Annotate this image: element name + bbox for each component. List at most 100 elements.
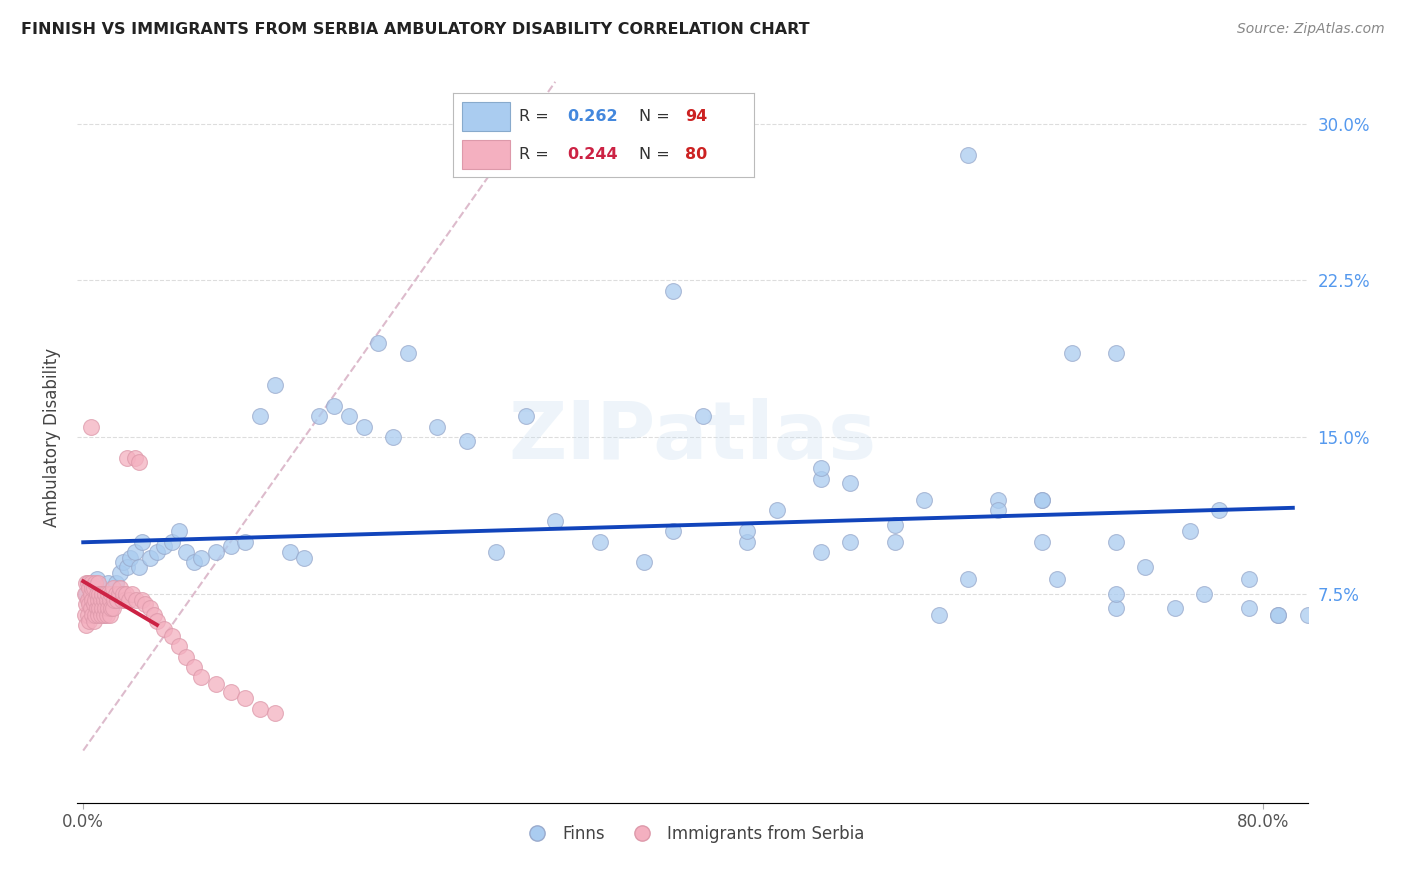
Point bbox=[219, 539, 242, 553]
Point bbox=[76, 576, 98, 591]
Point bbox=[138, 601, 160, 615]
Point bbox=[96, 587, 118, 601]
Point bbox=[205, 545, 228, 559]
Point bbox=[235, 691, 257, 706]
Point bbox=[76, 576, 98, 591]
Point bbox=[101, 601, 124, 615]
Point bbox=[1237, 572, 1260, 586]
Point bbox=[957, 572, 980, 586]
Point bbox=[235, 534, 257, 549]
Point bbox=[96, 593, 118, 607]
Point bbox=[87, 593, 110, 607]
Point bbox=[426, 419, 449, 434]
Point bbox=[134, 597, 156, 611]
Point bbox=[115, 587, 138, 601]
Point bbox=[124, 545, 146, 559]
Point bbox=[98, 607, 121, 622]
Point bbox=[160, 629, 183, 643]
Point bbox=[957, 148, 980, 162]
Point bbox=[84, 607, 107, 622]
Point bbox=[1135, 559, 1157, 574]
Point bbox=[515, 409, 537, 424]
Point bbox=[205, 676, 228, 690]
Point bbox=[190, 670, 212, 684]
Point bbox=[167, 524, 190, 538]
Point bbox=[86, 572, 108, 586]
Point bbox=[90, 593, 112, 607]
Point bbox=[1031, 534, 1053, 549]
Point bbox=[396, 346, 419, 360]
Point bbox=[1194, 587, 1216, 601]
Point bbox=[662, 284, 685, 298]
Point bbox=[1046, 572, 1069, 586]
Point bbox=[84, 597, 107, 611]
Point bbox=[91, 587, 114, 601]
Point bbox=[1031, 492, 1053, 507]
Point bbox=[75, 576, 97, 591]
Point bbox=[153, 623, 176, 637]
Point bbox=[80, 607, 103, 622]
Point bbox=[79, 601, 101, 615]
Point bbox=[97, 601, 120, 615]
Point bbox=[103, 593, 125, 607]
Point bbox=[91, 601, 114, 615]
Point bbox=[76, 607, 98, 622]
Point bbox=[839, 476, 862, 491]
Point bbox=[117, 450, 139, 465]
Point bbox=[143, 607, 166, 622]
Point bbox=[160, 534, 183, 549]
Point bbox=[810, 461, 832, 475]
Point bbox=[112, 587, 135, 601]
Point bbox=[456, 434, 478, 449]
Point bbox=[544, 514, 567, 528]
Legend: Finns, Immigrants from Serbia: Finns, Immigrants from Serbia bbox=[515, 818, 870, 849]
Point bbox=[146, 614, 169, 628]
Point bbox=[1105, 346, 1128, 360]
Point bbox=[112, 556, 135, 570]
Point bbox=[1267, 607, 1289, 622]
Point bbox=[131, 534, 153, 549]
Point bbox=[810, 472, 832, 486]
Point bbox=[308, 409, 330, 424]
Point bbox=[77, 581, 100, 595]
Point bbox=[104, 587, 127, 601]
Point bbox=[107, 587, 129, 601]
Point bbox=[90, 607, 112, 622]
Point bbox=[190, 551, 212, 566]
Point bbox=[84, 576, 107, 591]
Point bbox=[98, 593, 121, 607]
Point bbox=[98, 593, 121, 607]
Point bbox=[97, 587, 120, 601]
Point bbox=[1060, 346, 1083, 360]
Point bbox=[80, 581, 103, 595]
Point bbox=[83, 597, 105, 611]
Point bbox=[83, 614, 105, 628]
Point bbox=[128, 455, 150, 469]
Point bbox=[1237, 601, 1260, 615]
Point bbox=[219, 685, 242, 699]
Point bbox=[77, 593, 100, 607]
Point bbox=[86, 587, 108, 601]
Point bbox=[80, 581, 103, 595]
Point bbox=[1178, 524, 1201, 538]
Point bbox=[75, 618, 97, 632]
Point bbox=[86, 601, 108, 615]
Point bbox=[101, 587, 124, 601]
Point bbox=[108, 581, 131, 595]
Point bbox=[83, 607, 105, 622]
Point bbox=[77, 597, 100, 611]
Point bbox=[382, 430, 405, 444]
Point bbox=[87, 607, 110, 622]
Point bbox=[249, 702, 271, 716]
Point bbox=[294, 551, 316, 566]
Point bbox=[117, 559, 139, 574]
Point bbox=[73, 607, 96, 622]
Point bbox=[128, 559, 150, 574]
Point bbox=[131, 593, 153, 607]
Point bbox=[89, 601, 111, 615]
Point bbox=[80, 593, 103, 607]
Point bbox=[83, 581, 105, 595]
Point bbox=[124, 450, 146, 465]
Point bbox=[125, 593, 148, 607]
Point bbox=[108, 566, 131, 580]
